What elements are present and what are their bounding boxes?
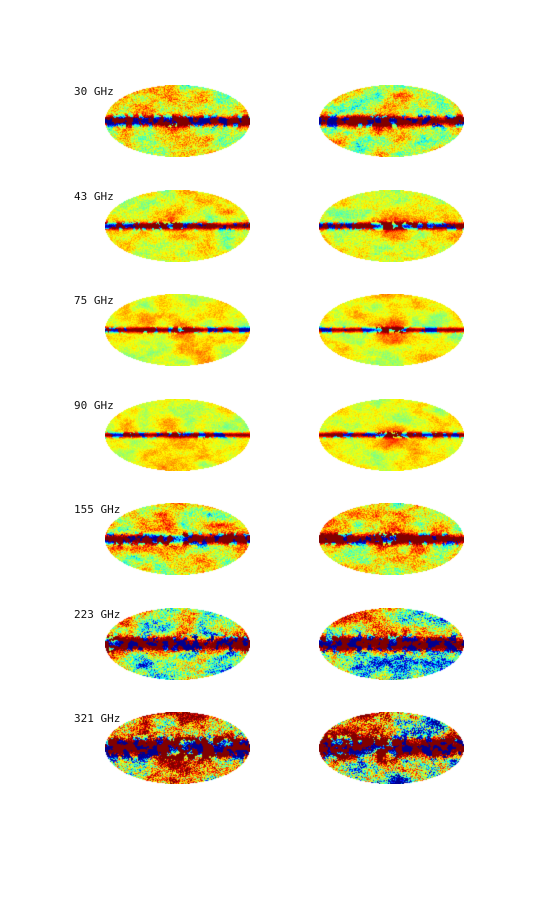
sky-map-right — [319, 190, 464, 262]
sky-map-right — [319, 712, 464, 784]
sky-map-left — [105, 85, 250, 157]
sky-map-left — [105, 503, 250, 575]
sky-map-left — [105, 294, 250, 366]
frequency-label: 30 GHz — [74, 85, 114, 98]
sky-map-left — [105, 190, 250, 262]
frequency-label: 43 GHz — [74, 190, 114, 203]
sky-map-left — [105, 712, 250, 784]
sky-map-right — [319, 85, 464, 157]
sky-map-left — [105, 608, 250, 680]
frequency-label: 75 GHz — [74, 294, 114, 307]
sky-map-right — [319, 399, 464, 471]
sky-map-right — [319, 503, 464, 575]
frequency-label: 90 GHz — [74, 399, 114, 412]
sky-map-right — [319, 294, 464, 366]
sky-map-right — [319, 608, 464, 680]
sky-map-left — [105, 399, 250, 471]
